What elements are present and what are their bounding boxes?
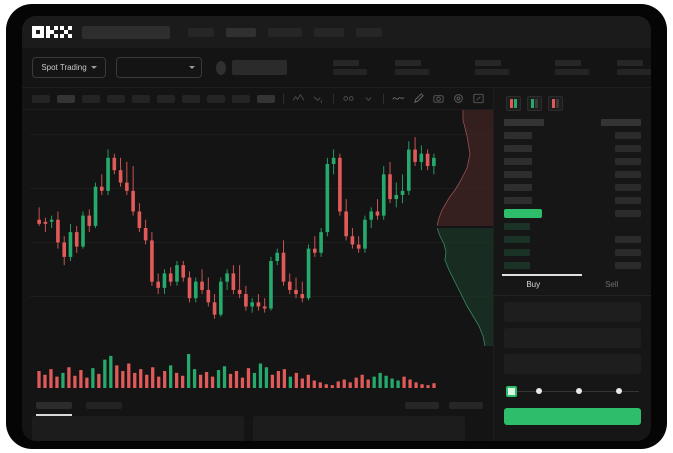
orderbook-bid-row[interactable] bbox=[504, 260, 641, 270]
ticker-stat-4 bbox=[555, 60, 589, 75]
orderbook-ask-row[interactable] bbox=[504, 156, 641, 166]
top-navigation-bar bbox=[22, 16, 651, 48]
timeframe-button-9[interactable] bbox=[232, 94, 250, 103]
indicators-icon[interactable] bbox=[342, 92, 355, 105]
timeframe-button-7[interactable] bbox=[182, 94, 200, 103]
device-bezel: Spot Trading bbox=[6, 4, 667, 449]
ticker-bar: Spot Trading bbox=[22, 48, 651, 88]
pair-select-dropdown[interactable] bbox=[116, 57, 202, 78]
slider-stop-25[interactable] bbox=[536, 388, 542, 394]
depth-chart-overlay bbox=[437, 110, 493, 346]
chevron-down-icon bbox=[189, 66, 195, 69]
tab-buy[interactable]: Buy bbox=[526, 280, 541, 289]
toolbar-divider bbox=[283, 93, 284, 104]
orderbook-ask-row[interactable] bbox=[504, 169, 641, 179]
orderbook-mode-both[interactable] bbox=[506, 96, 521, 111]
candlestick-series bbox=[37, 137, 436, 319]
market-type-label: Spot Trading bbox=[41, 63, 87, 72]
order-form-fields bbox=[494, 296, 651, 374]
okx-logo[interactable] bbox=[32, 26, 72, 38]
orderbook-mode-bids[interactable] bbox=[527, 96, 542, 111]
toolbar-divider bbox=[333, 93, 334, 104]
orderbook-ask-row[interactable] bbox=[504, 143, 641, 153]
nav-item-3[interactable] bbox=[268, 27, 302, 37]
timeframe-button-2[interactable] bbox=[57, 94, 75, 103]
orders-actions bbox=[405, 401, 493, 409]
amount-slider[interactable] bbox=[506, 386, 639, 398]
orderbook-mode-asks[interactable] bbox=[548, 96, 563, 111]
bottom-panel-left[interactable] bbox=[32, 416, 244, 441]
bar-chart-icon[interactable] bbox=[312, 92, 325, 105]
fullscreen-icon[interactable] bbox=[472, 92, 485, 105]
pair-name-placeholder bbox=[232, 60, 287, 75]
timeframe-button-6[interactable] bbox=[157, 94, 175, 103]
pair-coin-avatar bbox=[216, 60, 227, 75]
camera-icon[interactable] bbox=[432, 92, 445, 105]
volume-chart bbox=[22, 346, 493, 394]
timeframe-button-10[interactable] bbox=[257, 94, 275, 103]
device-screen: Spot Trading bbox=[22, 16, 651, 441]
ticker-stat-2 bbox=[395, 60, 429, 75]
nav-search-placeholder[interactable] bbox=[82, 25, 170, 39]
bottom-action-1[interactable] bbox=[405, 401, 439, 409]
bottom-action-2[interactable] bbox=[449, 401, 483, 409]
price-chart[interactable] bbox=[22, 110, 493, 346]
bottom-panel-right[interactable] bbox=[253, 416, 465, 441]
tab-sell[interactable]: Sell bbox=[605, 280, 619, 289]
orderbook-last-price bbox=[504, 208, 641, 218]
slider-track bbox=[506, 391, 639, 392]
nav-item-5[interactable] bbox=[356, 27, 382, 37]
order-form-tabs: Buy Sell bbox=[494, 274, 651, 296]
order-amount-field[interactable] bbox=[504, 328, 641, 348]
timeframe-button-4[interactable] bbox=[107, 94, 125, 103]
chart-toolbar bbox=[22, 88, 493, 110]
active-tab-indicator bbox=[502, 274, 582, 276]
line-chart-icon[interactable] bbox=[292, 92, 305, 105]
chevron-down-icon[interactable] bbox=[362, 92, 375, 105]
buy-submit-button[interactable] bbox=[504, 408, 641, 425]
toolbar-divider bbox=[383, 93, 384, 104]
orderbook-ask-row[interactable] bbox=[504, 195, 641, 205]
orderbook-bid-row[interactable] bbox=[504, 247, 641, 257]
ticker-stat-1 bbox=[333, 60, 367, 75]
bottom-panels bbox=[22, 416, 651, 441]
timeframe-button-8[interactable] bbox=[207, 94, 225, 103]
gridline bbox=[30, 134, 489, 135]
orderbook-header bbox=[504, 117, 641, 127]
orderbook-mode-switcher bbox=[494, 88, 651, 117]
order-total-field[interactable] bbox=[504, 354, 641, 374]
slider-stop-75[interactable] bbox=[616, 388, 622, 394]
nav-menu bbox=[188, 27, 382, 37]
chevron-down-icon bbox=[90, 66, 97, 69]
timeframe-button-1[interactable] bbox=[32, 94, 50, 103]
nav-item-1[interactable] bbox=[188, 27, 214, 37]
tab-order-history[interactable] bbox=[86, 401, 122, 409]
slider-stop-50[interactable] bbox=[576, 388, 582, 394]
slider-handle[interactable] bbox=[506, 386, 517, 397]
ticker-stat-3 bbox=[475, 60, 509, 75]
orderbook-sidebar: Buy Sell bbox=[493, 88, 651, 441]
timeframe-button-3[interactable] bbox=[82, 94, 100, 103]
gridline bbox=[30, 296, 489, 297]
orderbook-rows bbox=[494, 117, 651, 270]
ticker-stat-5 bbox=[617, 60, 651, 75]
market-type-dropdown[interactable]: Spot Trading bbox=[32, 57, 106, 78]
orderbook-bid-row[interactable] bbox=[504, 234, 641, 244]
volume-series bbox=[37, 354, 436, 388]
orderbook-ask-row[interactable] bbox=[504, 130, 641, 140]
timeframe-button-5[interactable] bbox=[132, 94, 150, 103]
pencil-icon[interactable] bbox=[412, 92, 425, 105]
wave-icon[interactable] bbox=[392, 92, 405, 105]
order-price-field[interactable] bbox=[504, 302, 641, 322]
nav-item-2[interactable] bbox=[226, 27, 256, 37]
gridline bbox=[30, 242, 489, 243]
orderbook-ask-row[interactable] bbox=[504, 182, 641, 192]
gridline bbox=[30, 188, 489, 189]
orderbook-bid-row[interactable] bbox=[504, 221, 641, 231]
orders-tab-bar bbox=[22, 394, 493, 416]
nav-item-4[interactable] bbox=[314, 27, 344, 37]
settings-gear-icon[interactable] bbox=[452, 92, 465, 105]
tab-open-orders[interactable] bbox=[36, 401, 72, 416]
